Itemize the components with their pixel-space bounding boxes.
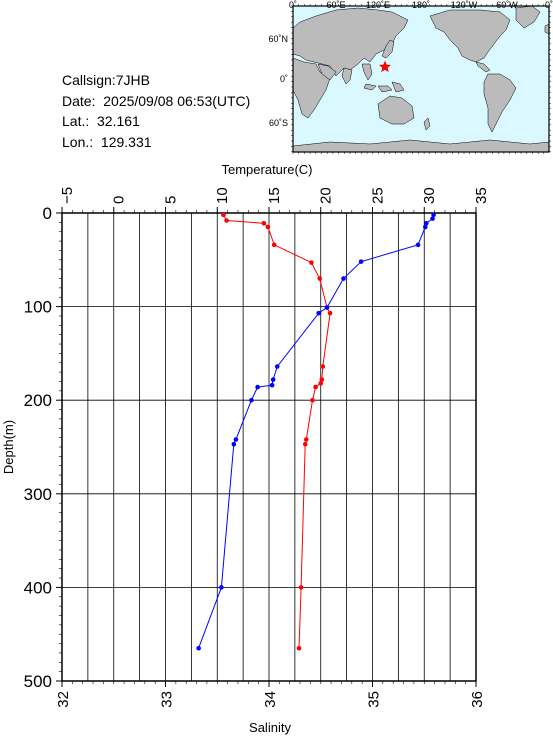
salinity-data-point [341, 276, 346, 281]
salinity-data-point [431, 212, 436, 218]
map-lat-label: 60˚N [268, 34, 288, 44]
map-lat-label: 60˚S [269, 118, 288, 128]
temperature-data-point [296, 645, 302, 651]
temperature-data-point [310, 397, 315, 403]
temperature-data-point [261, 220, 267, 226]
salinity-data-point [219, 585, 224, 590]
map-landmass-2 [317, 63, 337, 81]
map-lon-label: 120˚W [451, 0, 478, 10]
depth-tick-label: 500 [24, 672, 52, 691]
salinity-tick-label: 34 [262, 691, 279, 708]
station-info: Callsign:7JHB Date: 2025/09/08 06:53(UTC… [62, 70, 250, 152]
salinity-tick-label: 35 [366, 691, 383, 708]
callsign-text: Callsign:7JHB [62, 72, 150, 88]
depth-tick-label: 200 [24, 391, 52, 410]
map-landmass-8 [381, 39, 395, 59]
map-lon-label: 180˚ [412, 0, 430, 10]
salinity-tick-label: 33 [159, 691, 176, 708]
temperature-tick-label: 25 [369, 187, 386, 204]
temperature-data-point [317, 276, 323, 281]
station-marker-icon [378, 60, 391, 73]
salinity-data-point [231, 441, 237, 447]
salinity-tick-label: 36 [469, 691, 486, 708]
map-landmass-3 [341, 67, 353, 85]
temperature-data-point [221, 212, 226, 218]
depth-tick-label: 300 [24, 485, 52, 504]
temperature-tick-label: 15 [266, 187, 283, 204]
salinity-data-point [415, 242, 421, 248]
map-lon-label: 120˚E [366, 0, 390, 10]
temperature-tick-label: 35 [473, 187, 490, 204]
depth-axis-label: Depth(m) [1, 420, 16, 474]
map-landmass-11 [429, 9, 511, 63]
depth-tick-label: 400 [24, 578, 52, 597]
temperature-data-point [313, 384, 318, 390]
salinity-data-point [358, 259, 364, 264]
map-frame [292, 5, 550, 153]
map-landmass-6 [377, 85, 393, 93]
temperature-tick-label: 10 [214, 187, 231, 204]
map-lon-label: 60˚E [326, 0, 345, 10]
temperature-axis-label: Temperature(C) [221, 162, 312, 177]
salinity-data-point [270, 377, 276, 382]
map-lat-label: 0˚ [280, 74, 288, 84]
map-lon-label: 60˚W [496, 0, 518, 10]
salinity-data-point [422, 224, 428, 230]
depth-tick-label: 0 [43, 204, 52, 223]
temperature-data-point [327, 310, 333, 316]
salinity-data-point [324, 305, 330, 310]
salinity-data-point [196, 645, 201, 651]
map-landmass-1 [292, 57, 331, 119]
temperature-data-point [309, 260, 314, 265]
depth-tick-label: 100 [24, 298, 52, 317]
salinity-data-point [430, 216, 435, 221]
temperature-data-point [265, 224, 271, 230]
temperature-data-point [298, 585, 304, 590]
temperature-data-point [271, 242, 277, 248]
temperature-data-point [303, 437, 309, 442]
salinity-data-point [316, 310, 321, 316]
temperature-data-point [318, 381, 324, 386]
temperature-data-point [320, 364, 326, 369]
date-text: Date: 2025/09/08 06:53(UTC) [62, 92, 251, 109]
temperature-tick-label: 0 [111, 196, 128, 204]
temperature-tick-label: 30 [421, 187, 438, 204]
map-lon-label: 0˚ [289, 0, 297, 10]
temperature-tick-label: 5 [162, 196, 179, 204]
salinity-data-point [255, 384, 260, 390]
map-landmass-13 [483, 73, 517, 133]
map-landmass-12 [475, 61, 491, 73]
salinity-data-point [233, 437, 239, 442]
map-landmass-9 [377, 95, 415, 125]
temperature-data-point [224, 218, 229, 223]
temperature-tick-label: −5 [59, 187, 76, 204]
salinity-data-point [249, 397, 254, 403]
temperature-tick-label: 20 [318, 187, 335, 204]
salinity-tick-label: 32 [55, 691, 72, 708]
salinity-data-point [424, 220, 429, 226]
temperature-data-point [302, 441, 308, 447]
map-landmass-0 [292, 7, 409, 77]
map-landmass-5 [363, 83, 377, 91]
longitude-text: Lon.: 129.331 [62, 133, 152, 150]
salinity-data-point [269, 382, 275, 388]
map-landmass-7 [391, 81, 405, 93]
map-landmass-10 [423, 117, 431, 131]
map-lon-label: 0˚ [545, 0, 553, 10]
latitude-text: Lat.: 32.161 [62, 113, 140, 129]
map-landmass-4 [361, 63, 373, 81]
salinity-axis-label: Salinity [249, 720, 291, 735]
temperature-data-point [319, 377, 325, 382]
salinity-data-point [274, 364, 280, 369]
